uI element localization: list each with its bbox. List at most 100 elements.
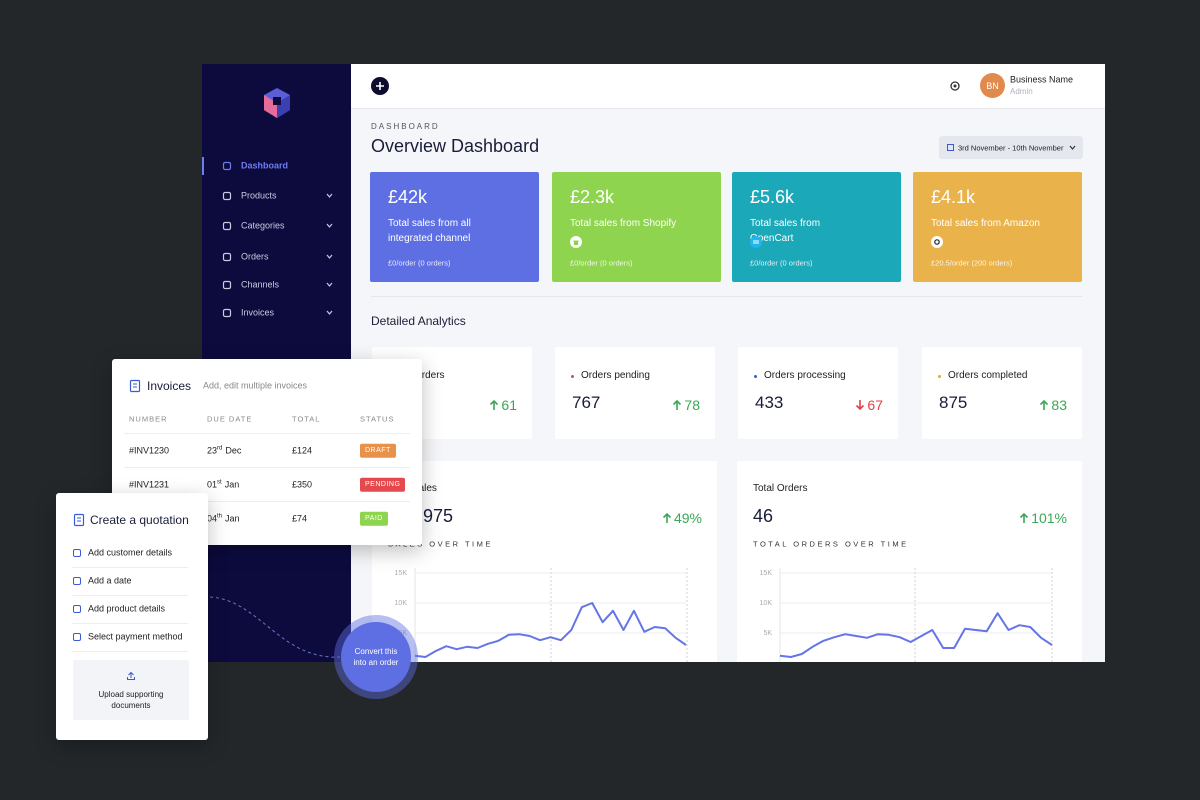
menu-item[interactable]: Products [241, 190, 277, 201]
trend-arrow [1020, 512, 1029, 523]
quotation-title: Create a quotation [90, 512, 189, 527]
trend-arrow [673, 399, 682, 410]
menu-icon [222, 191, 232, 201]
quotation-item[interactable]: Add customer details [88, 547, 173, 558]
due-suffix: st [217, 479, 222, 486]
chart-subtitle: SALES OVER TIME [388, 539, 493, 549]
y-tick-label: 10K [760, 600, 773, 607]
status-dot [571, 375, 574, 378]
page-title: Overview Dashboard [371, 136, 540, 157]
upload-label: Upload supporting documents [98, 690, 164, 710]
menu-item[interactable]: Categories [241, 220, 285, 231]
stat-value: 767 [572, 392, 601, 412]
card-label: Total sales from Amazon [931, 218, 1040, 229]
upload-icon [127, 671, 135, 680]
change-indicator: 49% [662, 510, 702, 526]
chart-title: Total Orders [753, 483, 808, 494]
y-tick-label: 5K [763, 630, 772, 637]
card-footer: £0/order (0 orders) [750, 258, 813, 268]
trend-arrow [662, 512, 672, 523]
convert-button[interactable]: Convert this into an order [341, 622, 411, 692]
status-badge: PAID [360, 511, 388, 527]
column-header: DUE DATE [207, 414, 253, 424]
card-label: Total sales from Shopify [570, 218, 677, 229]
status-dot [754, 375, 757, 378]
card-value: £4.1k [931, 187, 976, 208]
menu-item[interactable]: Dashboard [241, 160, 289, 171]
invoice-total: £74 [292, 513, 308, 524]
card-value: £42k [388, 187, 428, 208]
status-badge: DRAFT [360, 443, 396, 459]
item-divider [72, 595, 188, 596]
y-tick-label: 15K [395, 570, 408, 577]
change-value: 61 [501, 397, 517, 413]
menu-icon [222, 280, 232, 290]
due-day: 01 [207, 479, 218, 490]
invoices-title: Invoices [147, 378, 192, 393]
quotation-item[interactable]: Add product details [88, 603, 166, 614]
divider [371, 296, 1082, 297]
item-divider [72, 651, 188, 652]
item-icon [73, 577, 81, 585]
trend-arrow [856, 400, 865, 411]
y-tick-label: 15K [760, 570, 773, 577]
summary-card: £4.1k Total sales from Amazon £20.5/order … [913, 172, 1082, 282]
date-range-picker[interactable]: 3rd November - 10th November [939, 136, 1083, 159]
change-indicator: 61 [490, 397, 517, 413]
chevron [326, 254, 333, 259]
stat-card: Orders pending 767 78 [555, 347, 715, 439]
page-eyebrow: DASHBOARD [371, 122, 440, 132]
change-indicator: 67 [856, 397, 883, 413]
menu-item[interactable]: Invoices [241, 307, 275, 318]
invoice-icon [129, 379, 141, 393]
item-icon [73, 633, 81, 641]
card-footer: £0/order (0 orders) [570, 258, 633, 268]
calendar-icon [947, 144, 954, 151]
stat-label: Orders pending [581, 370, 650, 381]
channel-logo [570, 236, 582, 248]
card-label: Total sales from all integrated channel [388, 218, 471, 244]
due-month: Jan [225, 513, 240, 524]
column-header: STATUS [360, 414, 395, 424]
section-title: Detailed Analytics [371, 313, 466, 328]
item-divider [72, 567, 188, 568]
y-tick-label: 5K [398, 630, 407, 637]
quotation-card: Create a quotation Add customer details Ad… [56, 493, 208, 740]
chart-value: 975 [423, 506, 454, 527]
quotation-item[interactable]: Select payment method [88, 631, 183, 642]
row-divider [124, 501, 410, 502]
invoice-total: £350 [292, 479, 313, 490]
stat-value: 433 [755, 392, 784, 412]
change-indicator: 83 [1040, 397, 1067, 413]
card-label: Total sales from OpenCart [750, 218, 821, 244]
stat-label: Orders processing [764, 370, 846, 381]
chart-card: Total Orders 46 101% TOTAL ORDERS OVER TIME [737, 461, 1082, 662]
due-day: 23 [207, 445, 218, 456]
menu-icon [222, 221, 232, 231]
avatar: BN [980, 73, 1005, 98]
menu-item[interactable]: Orders [241, 251, 269, 262]
stat-value: 875 [939, 392, 968, 412]
stat-card: Orders completed 875 83 [922, 347, 1082, 439]
upload-area[interactable]: Upload supporting documents [73, 660, 189, 720]
card-value: £2.3k [570, 187, 615, 208]
active-indicator [202, 157, 204, 175]
menu-icon [222, 161, 232, 171]
quotation-item[interactable]: Add a date [88, 575, 132, 586]
menu-item[interactable]: Channels [241, 279, 280, 290]
menu-icon [222, 252, 232, 262]
trend-arrow [490, 399, 499, 410]
add-button [371, 77, 389, 95]
row-divider [124, 467, 410, 468]
summary-card: £5.6k Total sales from OpenCart £0/order (… [732, 172, 901, 282]
due-date: 23rd Dec [207, 446, 241, 457]
chevron [326, 310, 333, 315]
chevron [326, 282, 333, 287]
invoice-total: £124 [292, 445, 313, 456]
card-footer: £0/order (0 orders) [388, 258, 451, 268]
top-bar [351, 64, 1105, 109]
chart-subtitle: TOTAL ORDERS OVER TIME [753, 539, 909, 549]
